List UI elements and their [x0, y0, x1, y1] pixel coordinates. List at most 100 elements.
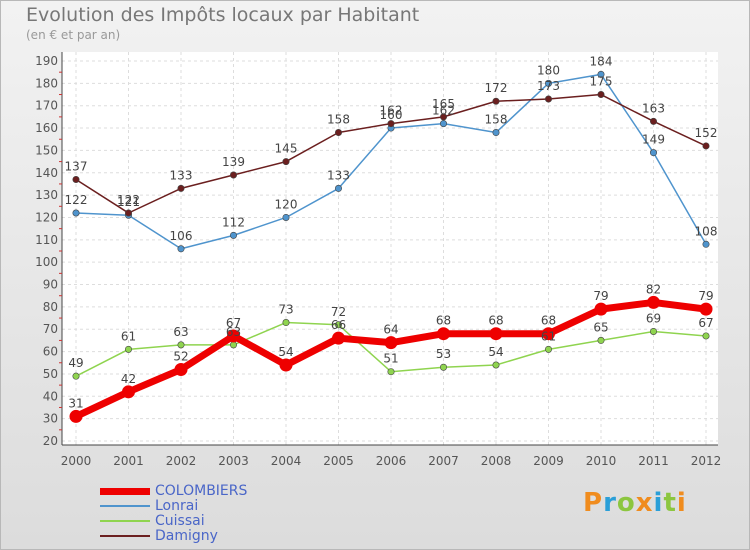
data-point-colombiers	[647, 295, 660, 309]
legend-swatch	[100, 520, 150, 522]
data-label-damigny: 152	[695, 126, 718, 140]
data-point-cuissai	[282, 319, 290, 327]
proxiti-logo: Proxiti	[583, 488, 687, 518]
y-tick-label: 50	[43, 367, 58, 381]
data-point-damigny	[649, 117, 657, 125]
logo-letter: r	[603, 488, 617, 518]
data-label-damigny: 139	[222, 155, 245, 169]
data-label-damigny: 172	[485, 81, 508, 95]
data-label-lonrai: 106	[170, 229, 193, 243]
data-label-colombiers: 54	[278, 345, 293, 359]
y-tick-label: 100	[35, 255, 58, 269]
data-point-damigny	[72, 175, 80, 183]
data-label-colombiers: 42	[121, 372, 136, 386]
logo-letter: i	[653, 488, 664, 518]
data-label-cuissai: 49	[68, 356, 83, 370]
y-tick-label: 140	[35, 166, 58, 180]
x-tick-label: 2012	[691, 454, 722, 468]
data-point-damigny	[282, 158, 290, 166]
data-point-lonrai	[649, 149, 657, 157]
data-point-damigny	[439, 113, 447, 121]
data-label-cuissai: 51	[383, 352, 398, 366]
data-point-lonrai	[702, 240, 710, 248]
data-point-damigny	[334, 129, 342, 137]
legend-swatch	[100, 487, 150, 495]
data-label-damigny: 133	[170, 168, 193, 182]
y-tick-label: 150	[35, 143, 58, 157]
y-tick-label: 90	[43, 278, 58, 292]
y-tick-label: 170	[35, 99, 58, 113]
data-point-lonrai	[334, 184, 342, 192]
data-point-colombiers	[227, 329, 240, 343]
data-point-lonrai	[177, 245, 185, 253]
data-point-lonrai	[230, 231, 238, 239]
data-point-cuissai	[492, 361, 500, 369]
data-label-cuissai: 67	[698, 316, 713, 330]
data-label-cuissai: 63	[226, 325, 241, 339]
data-label-colombiers: 68	[436, 314, 451, 328]
x-tick-label: 2010	[586, 454, 617, 468]
data-label-colombiers: 68	[488, 314, 503, 328]
logo-letter: P	[583, 488, 604, 518]
data-point-cuissai	[72, 372, 80, 380]
data-label-lonrai: 133	[327, 168, 350, 182]
y-tick-label: 120	[35, 210, 58, 224]
data-point-colombiers	[174, 362, 188, 376]
plot-area	[62, 52, 718, 445]
logo-letter: o	[616, 488, 636, 518]
data-label-colombiers: 66	[331, 318, 346, 332]
data-point-damigny	[702, 142, 710, 150]
legend-label: Damigny	[155, 528, 218, 544]
data-label-damigny: 173	[537, 79, 560, 93]
data-label-colombiers: 68	[541, 314, 556, 328]
data-point-damigny	[492, 97, 500, 105]
y-tick-label: 20	[43, 434, 58, 448]
data-point-damigny	[544, 95, 552, 103]
data-point-damigny	[597, 91, 605, 99]
data-label-colombiers: 64	[383, 323, 398, 337]
data-label-damigny: 162	[380, 104, 403, 118]
x-tick-label: 2005	[323, 454, 354, 468]
data-point-colombiers	[69, 409, 83, 423]
data-point-colombiers	[437, 327, 450, 341]
x-tick-label: 2006	[376, 454, 407, 468]
data-point-cuissai	[597, 336, 605, 344]
y-tick-label: 30	[43, 412, 58, 426]
data-point-damigny	[125, 209, 133, 217]
data-label-colombiers: 82	[646, 282, 661, 296]
x-tick-label: 2008	[481, 454, 512, 468]
data-point-colombiers	[489, 327, 503, 341]
data-label-damigny: 158	[327, 113, 350, 127]
data-label-lonrai: 120	[275, 197, 298, 211]
data-label-lonrai: 108	[695, 224, 718, 238]
data-label-colombiers: 79	[593, 289, 608, 303]
data-point-colombiers	[384, 336, 398, 350]
y-tick-label: 70	[43, 322, 58, 336]
data-label-cuissai: 65	[593, 320, 608, 334]
data-label-damigny: 175	[590, 75, 613, 89]
data-point-colombiers	[594, 302, 608, 316]
data-point-lonrai	[282, 213, 290, 221]
data-label-cuissai: 69	[646, 311, 661, 325]
chart-subtitle: (en € et par an)	[26, 28, 121, 42]
data-point-cuissai	[177, 341, 185, 349]
y-tick-label: 40	[43, 389, 58, 403]
x-tick-label: 2001	[113, 454, 144, 468]
data-label-damigny: 145	[275, 142, 298, 156]
data-point-lonrai	[544, 79, 552, 87]
y-tick-label: 80	[43, 300, 58, 314]
data-point-lonrai	[597, 70, 605, 78]
logo-letter: i	[676, 488, 687, 518]
data-label-lonrai: 122	[65, 193, 88, 207]
legend-label: Cuissai	[155, 513, 205, 529]
y-tick-label: 130	[35, 188, 58, 202]
data-label-cuissai: 54	[488, 345, 503, 359]
x-tick-label: 2003	[218, 454, 249, 468]
data-point-damigny	[177, 184, 185, 192]
data-label-colombiers: 31	[68, 396, 83, 410]
data-label-cuissai: 61	[541, 329, 556, 343]
x-tick-label: 2007	[428, 454, 459, 468]
data-label-cuissai: 63	[173, 325, 188, 339]
data-point-cuissai	[125, 345, 133, 353]
legend-swatch	[100, 505, 150, 507]
